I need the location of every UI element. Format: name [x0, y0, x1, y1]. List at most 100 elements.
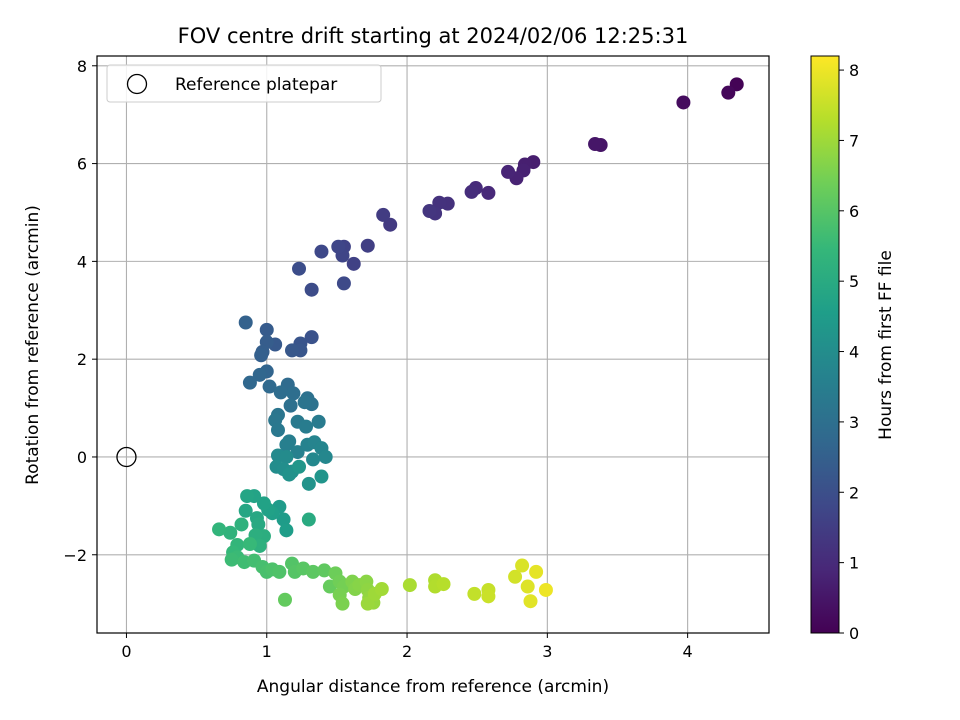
- data-point: [286, 386, 301, 401]
- legend-label: Reference platepar: [175, 75, 337, 95]
- y-tick-label: −2: [63, 546, 87, 565]
- colorbar-tick-label: 5: [849, 272, 859, 291]
- colorbar-tick-label: 0: [849, 624, 859, 643]
- colorbar-tick-label: 6: [849, 202, 859, 221]
- x-tick-label: 0: [121, 642, 131, 661]
- data-point: [256, 496, 271, 511]
- data-point: [520, 579, 535, 594]
- colorbar-label: Hours from first FF file: [876, 250, 896, 440]
- grid-lines: [97, 56, 769, 633]
- data-point: [292, 261, 307, 276]
- x-tick-label: 2: [402, 642, 412, 661]
- data-point: [259, 322, 274, 337]
- data-point: [515, 558, 530, 573]
- data-point: [252, 367, 267, 382]
- data-point: [432, 195, 447, 210]
- data-point: [508, 569, 523, 584]
- data-point: [238, 315, 253, 330]
- data-point: [383, 217, 398, 232]
- data-point: [242, 375, 257, 390]
- x-tick-label: 4: [683, 642, 693, 661]
- data-point: [224, 552, 239, 567]
- data-point: [262, 379, 277, 394]
- data-point: [376, 207, 391, 222]
- colorbar-tick-label: 3: [849, 413, 859, 432]
- data-point: [251, 517, 266, 532]
- data-point: [360, 596, 375, 611]
- data-point: [402, 578, 417, 593]
- data-point: [374, 581, 389, 596]
- data-point: [314, 244, 329, 259]
- data-point: [282, 467, 297, 482]
- legend: Reference platepar: [106, 64, 382, 103]
- data-point: [242, 537, 257, 552]
- data-point: [277, 592, 292, 607]
- colorbar-tick-label: 8: [849, 61, 859, 80]
- chart-title: FOV centre drift starting at 2024/02/06 …: [178, 24, 689, 48]
- data-point: [481, 589, 496, 604]
- data-point: [331, 239, 346, 254]
- colorbar-tick-label: 2: [849, 483, 859, 502]
- data-point: [721, 85, 736, 100]
- data-point: [676, 95, 691, 110]
- data-point: [336, 276, 351, 291]
- y-tick-label: 4: [77, 252, 87, 271]
- data-point: [276, 512, 291, 527]
- data-point: [301, 476, 316, 491]
- x-axis-ticks: 0 1 2 3 4: [121, 633, 693, 661]
- data-point: [212, 522, 227, 537]
- data-point: [240, 489, 255, 504]
- legend-box: [106, 64, 382, 103]
- data-point: [304, 330, 319, 345]
- data-point: [467, 586, 482, 601]
- data-points: [212, 77, 744, 611]
- y-tick-label: 6: [77, 155, 87, 174]
- data-point: [234, 517, 249, 532]
- y-axis-ticks: −2 0 2 4 6 8: [63, 57, 97, 565]
- colorbar: 0 1 2 3 4 5 6 7 8 Hours from first FF file: [810, 55, 896, 643]
- colorbar-tick-label: 4: [849, 343, 859, 362]
- data-point: [304, 282, 319, 297]
- colorbar-tick-label: 7: [849, 131, 859, 150]
- data-point: [481, 185, 496, 200]
- data-point: [314, 469, 329, 484]
- data-point: [501, 164, 516, 179]
- data-point: [279, 437, 294, 452]
- data-point: [254, 348, 269, 363]
- y-tick-label: 8: [77, 57, 87, 76]
- y-tick-label: 0: [77, 448, 87, 467]
- y-axis-label: Rotation from reference (arcmin): [23, 205, 43, 485]
- data-point: [301, 512, 316, 527]
- data-point: [529, 564, 544, 579]
- data-point: [335, 596, 350, 611]
- data-point: [292, 459, 307, 474]
- data-point: [290, 445, 305, 460]
- data-point: [523, 594, 538, 609]
- data-point: [436, 577, 451, 592]
- x-tick-label: 1: [262, 642, 272, 661]
- data-point: [318, 449, 333, 464]
- data-point: [270, 423, 285, 438]
- data-point: [285, 343, 300, 358]
- data-point: [223, 525, 238, 540]
- data-point: [272, 564, 287, 579]
- data-point: [538, 582, 553, 597]
- data-point: [346, 256, 361, 271]
- data-point: [273, 385, 288, 400]
- data-point: [588, 137, 603, 152]
- data-point: [317, 563, 332, 578]
- colorbar-gradient: [810, 55, 840, 634]
- data-point: [311, 414, 326, 429]
- x-tick-label: 3: [542, 642, 552, 661]
- reference-point: [116, 446, 137, 468]
- data-point: [297, 395, 312, 410]
- x-axis-label: Angular distance from reference (arcmin): [257, 677, 609, 697]
- y-tick-label: 2: [77, 350, 87, 369]
- data-point: [422, 204, 437, 219]
- colorbar-tick-label: 1: [849, 554, 859, 573]
- data-point: [299, 419, 314, 434]
- colorbar-ticks: 0 1 2 3 4 5 6 7 8: [839, 61, 859, 643]
- data-point: [360, 238, 375, 253]
- data-point: [279, 449, 294, 464]
